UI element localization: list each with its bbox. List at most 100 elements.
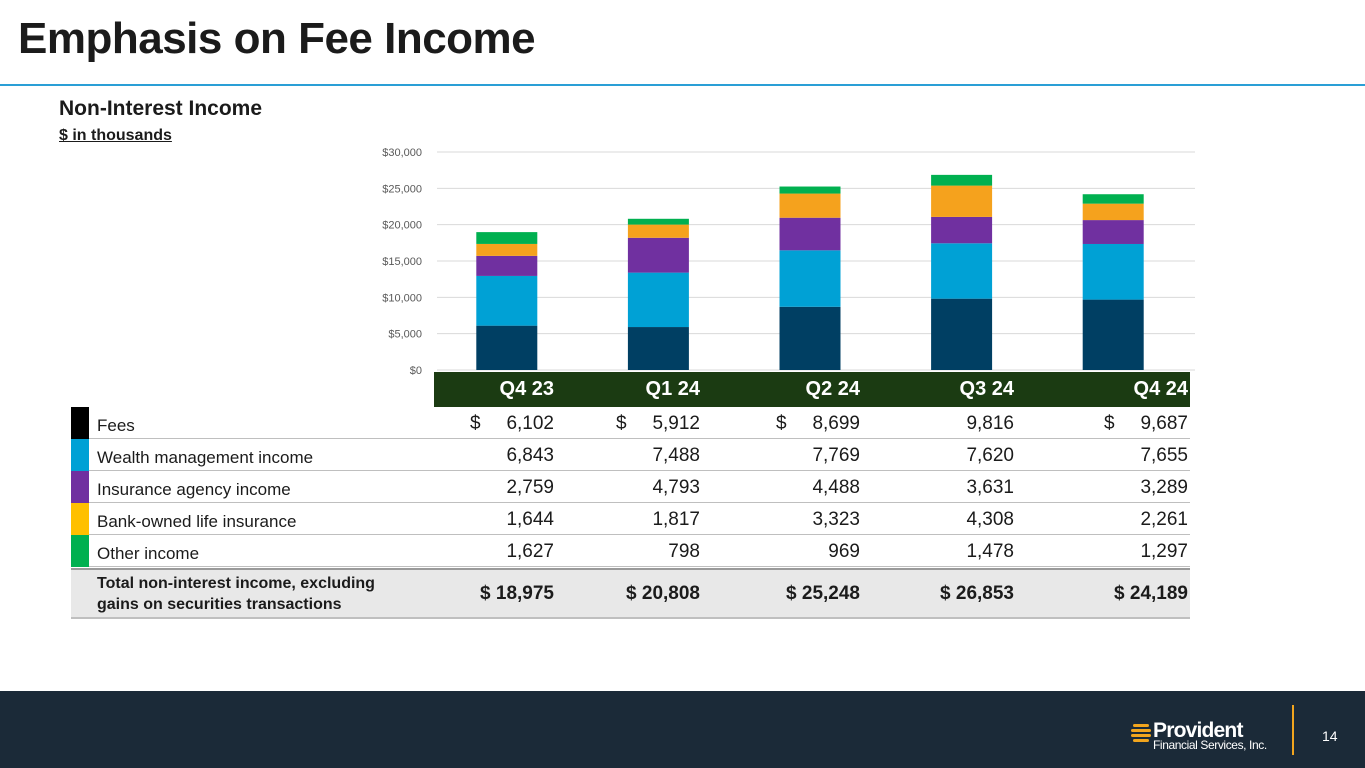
dollar-sign: $ xyxy=(776,413,787,434)
cell-value: 7,769 xyxy=(812,445,860,466)
bar-segment-other-income-q4-23 xyxy=(476,232,538,244)
table-row-boli: Bank-owned life insurance 1,644 1,817 3,… xyxy=(71,503,1190,535)
bar-segment-insurance-agency-income-q2-24 xyxy=(779,217,841,251)
table-row-other: Other income 1,627 798 969 1,478 1,297 xyxy=(71,535,1190,567)
total-value: $ 25,248 xyxy=(786,583,860,604)
dollar-sign: $ xyxy=(616,413,627,434)
provident-logo-icon xyxy=(1131,724,1151,742)
cell-value: 1,644 xyxy=(506,509,554,530)
y-tick-label: $15,000 xyxy=(382,256,422,268)
bar-segment-insurance-agency-income-q4-24 xyxy=(1082,220,1144,244)
dollar-sign: $ xyxy=(470,413,481,434)
header-q1-24: Q1 24 xyxy=(645,378,700,400)
cell-value: 8,699 xyxy=(812,413,860,434)
bar-segment-bank-owned-life-insurance-q1-24 xyxy=(627,224,689,238)
bar-segment-bank-owned-life-insurance-q3-24 xyxy=(931,185,993,217)
cell-value: 3,289 xyxy=(1140,477,1188,498)
y-tick-label: $25,000 xyxy=(382,183,422,195)
swatch-other xyxy=(71,535,89,567)
row-label: Fees xyxy=(97,416,135,435)
y-tick-label: $10,000 xyxy=(382,292,422,304)
bar-segment-bank-owned-life-insurance-q2-24 xyxy=(779,193,841,218)
cell-value: 2,261 xyxy=(1140,509,1188,530)
bar-segment-other-income-q1-24 xyxy=(627,218,689,225)
table-total-row: Total non-interest income, excluding gai… xyxy=(71,568,1190,619)
y-tick-label: $30,000 xyxy=(382,147,422,159)
header-q4-23: Q4 23 xyxy=(499,378,554,400)
bar-segment-other-income-q3-24 xyxy=(931,174,993,186)
cell-value: 1,817 xyxy=(652,509,700,530)
slide-title: Emphasis on Fee Income xyxy=(18,14,536,63)
cell-value: 9,687 xyxy=(1140,413,1188,434)
bar-segment-bank-owned-life-insurance-q4-23 xyxy=(476,243,538,256)
bar-segment-fees-q1-24 xyxy=(627,327,689,370)
bar-segment-insurance-agency-income-q4-23 xyxy=(476,255,538,276)
y-tick-label: $0 xyxy=(410,365,422,377)
cell-value: 1,478 xyxy=(966,541,1014,562)
cell-value: 4,488 xyxy=(812,477,860,498)
bar-segment-fees-q4-23 xyxy=(476,325,538,370)
table-row-wealth: Wealth management income 6,843 7,488 7,7… xyxy=(71,439,1190,471)
cell-value: 6,102 xyxy=(506,413,554,434)
total-value: $ 20,808 xyxy=(626,583,700,604)
total-value: $ 18,975 xyxy=(480,583,554,604)
cell-value: 3,631 xyxy=(966,477,1014,498)
logo-subtitle: Financial Services, Inc. xyxy=(1153,738,1267,752)
cell-value: 4,308 xyxy=(966,509,1014,530)
table-row-insurance: Insurance agency income 2,759 4,793 4,48… xyxy=(71,471,1190,503)
header-q3-24: Q3 24 xyxy=(959,378,1014,400)
cell-value: 7,488 xyxy=(652,445,700,466)
header-q2-24: Q2 24 xyxy=(805,378,860,400)
cell-value: 1,297 xyxy=(1140,541,1188,562)
row-label: Other income xyxy=(97,544,200,563)
bar-segment-wealth-management-income-q3-24 xyxy=(931,243,993,299)
swatch-fees xyxy=(71,407,89,439)
logo-divider xyxy=(1292,705,1294,755)
cell-value: 9,816 xyxy=(966,413,1014,434)
total-value: $ 24,189 xyxy=(1114,583,1188,604)
bar-segment-insurance-agency-income-q1-24 xyxy=(627,237,689,273)
cell-value: 7,655 xyxy=(1140,445,1188,466)
bar-segment-fees-q4-24 xyxy=(1082,299,1144,370)
cell-value: 2,759 xyxy=(506,477,554,498)
cell-value: 6,843 xyxy=(506,445,554,466)
stacked-bar-chart: $0 $5,000 $10,000 $15,000 $20,000 $25,000 $30,… xyxy=(382,147,1195,377)
bar-segment-wealth-management-income-q2-24 xyxy=(779,250,841,307)
bar-segment-other-income-q4-24 xyxy=(1082,194,1144,204)
y-tick-label: $5,000 xyxy=(388,329,422,341)
row-label: Bank-owned life insurance xyxy=(97,512,297,531)
cell-value: 4,793 xyxy=(652,477,700,498)
bar-segment-wealth-management-income-q4-24 xyxy=(1082,243,1144,300)
bar-segment-insurance-agency-income-q3-24 xyxy=(931,216,993,244)
logo-name: Provident xyxy=(1153,719,1243,742)
y-tick-label: $20,000 xyxy=(382,220,422,232)
page-number: 14 xyxy=(1322,728,1338,744)
bar-segment-bank-owned-life-insurance-q4-24 xyxy=(1082,203,1144,221)
cell-value: 798 xyxy=(668,541,700,562)
dollar-sign: $ xyxy=(1104,413,1115,434)
bar-segment-fees-q3-24 xyxy=(931,298,993,370)
cell-value: 3,323 xyxy=(812,509,860,530)
total-value: $ 26,853 xyxy=(940,583,1014,604)
table-row-fees: Fees $ 6,102 $ 5,912 $ 8,699 9,816 $ 9,6… xyxy=(71,407,1190,439)
total-label: Total non-interest income, excluding gai… xyxy=(97,575,375,613)
cell-value: 5,912 xyxy=(652,413,700,434)
cell-value: 7,620 xyxy=(966,445,1014,466)
bar-segment-wealth-management-income-q4-23 xyxy=(476,275,538,326)
table-header: Q4 23 Q1 24 Q2 24 Q3 24 Q4 24 xyxy=(434,372,1190,407)
bar-segment-other-income-q2-24 xyxy=(779,186,841,194)
swatch-insurance xyxy=(71,471,89,503)
header-q4-24: Q4 24 xyxy=(1133,378,1188,400)
cell-value: 969 xyxy=(828,541,860,562)
swatch-boli xyxy=(71,503,89,535)
cell-value: 1,627 xyxy=(506,541,554,562)
bar-segment-fees-q2-24 xyxy=(779,306,841,370)
chart-subtitle: Non-Interest Income xyxy=(59,97,263,120)
bar-segment-wealth-management-income-q1-24 xyxy=(627,272,689,328)
unit-note: $ in thousands xyxy=(59,127,172,144)
row-label: Wealth management income xyxy=(97,448,314,467)
swatch-wealth xyxy=(71,439,89,471)
company-logo: Provident Financial Services, Inc. xyxy=(1130,719,1290,755)
title-divider xyxy=(0,84,1365,86)
row-label: Insurance agency income xyxy=(97,480,291,499)
